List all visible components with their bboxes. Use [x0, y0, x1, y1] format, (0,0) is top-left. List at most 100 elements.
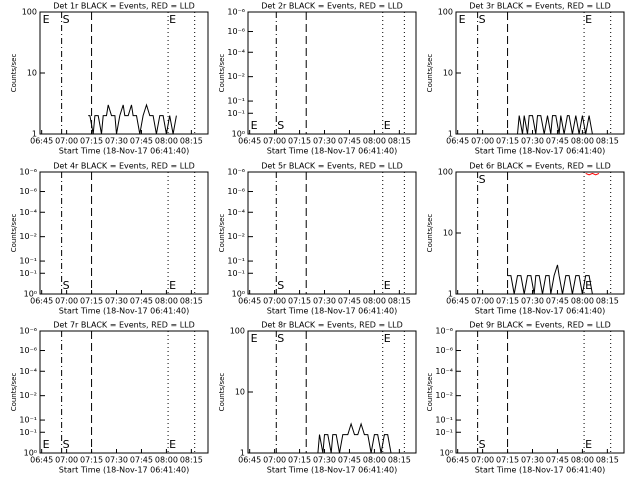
x-tick-label: 06:45 [238, 297, 261, 306]
y-tick-label: 100 [438, 168, 453, 177]
x-tick-label: 06:45 [30, 137, 53, 146]
y-axis-label: Counts/sec [218, 214, 226, 253]
x-tick-label: 07:15 [80, 297, 103, 306]
event-label: E [169, 279, 176, 292]
x-tick-label: 08:00 [363, 137, 386, 146]
plot-frame [455, 330, 625, 454]
x-axis-label: Start Time (18-Nov-17 06:41:40) [475, 307, 605, 316]
y-tick-label: 100 [230, 327, 245, 336]
plot-frame [39, 330, 209, 454]
x-axis-label: Start Time (18-Nov-17 06:41:40) [59, 147, 189, 156]
y-tick-label: 10⁻⁶ [435, 346, 453, 355]
y-axis-label: Counts/sec [426, 54, 434, 93]
x-axis-label: Start Time (18-Nov-17 06:41:40) [475, 466, 605, 475]
x-tick-label: 06:45 [238, 456, 261, 465]
y-tick-label: 10⁻⁶ [227, 168, 245, 177]
x-tick-label: 07:00 [263, 297, 286, 306]
panel-title: Det 9r BLACK = Events, RED = LLD [469, 321, 611, 330]
event-label: S [479, 13, 486, 26]
y-tick-label: 10⁻⁶ [227, 8, 245, 17]
x-axis-label: Start Time (18-Nov-17 06:41:40) [475, 147, 605, 156]
x-tick-label: 08:15 [180, 456, 203, 465]
event-label: E [43, 13, 50, 26]
x-tick-label: 08:15 [596, 137, 619, 146]
event-label: E [585, 279, 592, 292]
x-tick-label: 08:00 [363, 456, 386, 465]
x-tick-label: 08:15 [388, 297, 411, 306]
x-tick-label: 07:30 [105, 137, 128, 146]
y-tick-label: 10 [443, 69, 453, 78]
x-tick-label: 07:15 [288, 137, 311, 146]
x-axis-label: Start Time (18-Nov-17 06:41:40) [267, 147, 397, 156]
y-tick-label: 10 [27, 69, 37, 78]
data-line [517, 115, 593, 135]
x-tick-label: 07:30 [105, 456, 128, 465]
x-tick-label: 08:15 [596, 297, 619, 306]
y-tick-label: 10⁻⁶ [19, 327, 37, 336]
y-axis-label: Counts/sec [10, 373, 18, 412]
x-tick-label: 07:00 [55, 137, 78, 146]
y-axis-label: Counts/sec [426, 214, 434, 253]
x-tick-label: 08:00 [571, 297, 594, 306]
x-tick-label: 06:45 [238, 137, 261, 146]
event-label: E [384, 332, 391, 345]
x-tick-label: 07:30 [313, 297, 336, 306]
x-tick-label: 07:45 [546, 456, 569, 465]
y-tick-label: 10⁻¹ [227, 257, 245, 266]
event-label: E [585, 438, 592, 451]
plot-frame [247, 11, 417, 135]
y-axis-label: Counts/sec [10, 214, 18, 253]
panel-title: Det 2r BLACK = Events, RED = LLD [261, 2, 403, 11]
y-tick-label: 10⁻⁶ [227, 27, 245, 36]
event-label: E [251, 119, 258, 132]
event-label: S [63, 279, 70, 292]
x-tick-label: 08:00 [155, 456, 178, 465]
x-tick-label: 07:15 [80, 137, 103, 146]
y-tick-label: 10⁻² [227, 72, 245, 81]
plot-frame [39, 11, 209, 135]
y-axis-label: Counts/sec [218, 373, 226, 412]
x-tick-label: 07:45 [130, 137, 153, 146]
y-tick-label: 10⁻⁶ [19, 168, 37, 177]
x-axis-label: Start Time (18-Nov-17 06:41:40) [59, 307, 189, 316]
x-tick-label: 07:00 [55, 456, 78, 465]
x-tick-label: 06:45 [446, 297, 469, 306]
panel-title: Det 3r BLACK = Events, RED = LLD [469, 2, 611, 11]
y-axis-label: Counts/sec [426, 373, 434, 412]
event-label: E [43, 438, 50, 451]
y-tick-label: 10⁻² [19, 391, 37, 400]
event-label: S [479, 438, 486, 451]
y-tick-label: 10⁻² [227, 232, 245, 241]
x-tick-label: 07:30 [521, 297, 544, 306]
x-tick-label: 08:00 [571, 456, 594, 465]
x-tick-label: 08:00 [155, 137, 178, 146]
x-tick-label: 07:30 [521, 137, 544, 146]
y-tick-label: 10⁻¹ [19, 428, 37, 437]
x-tick-label: 08:00 [571, 137, 594, 146]
x-tick-label: 07:15 [496, 137, 519, 146]
y-tick-label: 10⁻⁴ [435, 367, 453, 376]
x-axis-label: Start Time (18-Nov-17 06:41:40) [267, 307, 397, 316]
x-axis-label: Start Time (18-Nov-17 06:41:40) [267, 466, 397, 475]
x-tick-label: 07:15 [496, 456, 519, 465]
y-tick-label: 10⁰ [24, 290, 37, 299]
event-label: S [63, 13, 70, 26]
y-tick-label: 10⁻⁶ [227, 187, 245, 196]
x-tick-label: 07:15 [496, 297, 519, 306]
event-label: E [384, 119, 391, 132]
x-tick-label: 08:15 [180, 137, 203, 146]
y-axis-label: Counts/sec [10, 54, 18, 93]
y-tick-label: 10⁻¹ [19, 269, 37, 278]
event-label: S [479, 173, 486, 186]
event-label: E [169, 438, 176, 451]
y-tick-label: 10⁻¹ [227, 97, 245, 106]
y-tick-label: 10⁰ [232, 130, 245, 139]
y-tick-label: 10⁻¹ [435, 416, 453, 425]
x-tick-label: 07:30 [313, 456, 336, 465]
y-tick-label: 10⁻² [19, 232, 37, 241]
x-tick-label: 06:45 [30, 297, 53, 306]
panel-title: Det 5r BLACK = Events, RED = LLD [261, 162, 403, 171]
y-tick-label: 100 [438, 8, 453, 17]
x-tick-label: 07:30 [105, 297, 128, 306]
